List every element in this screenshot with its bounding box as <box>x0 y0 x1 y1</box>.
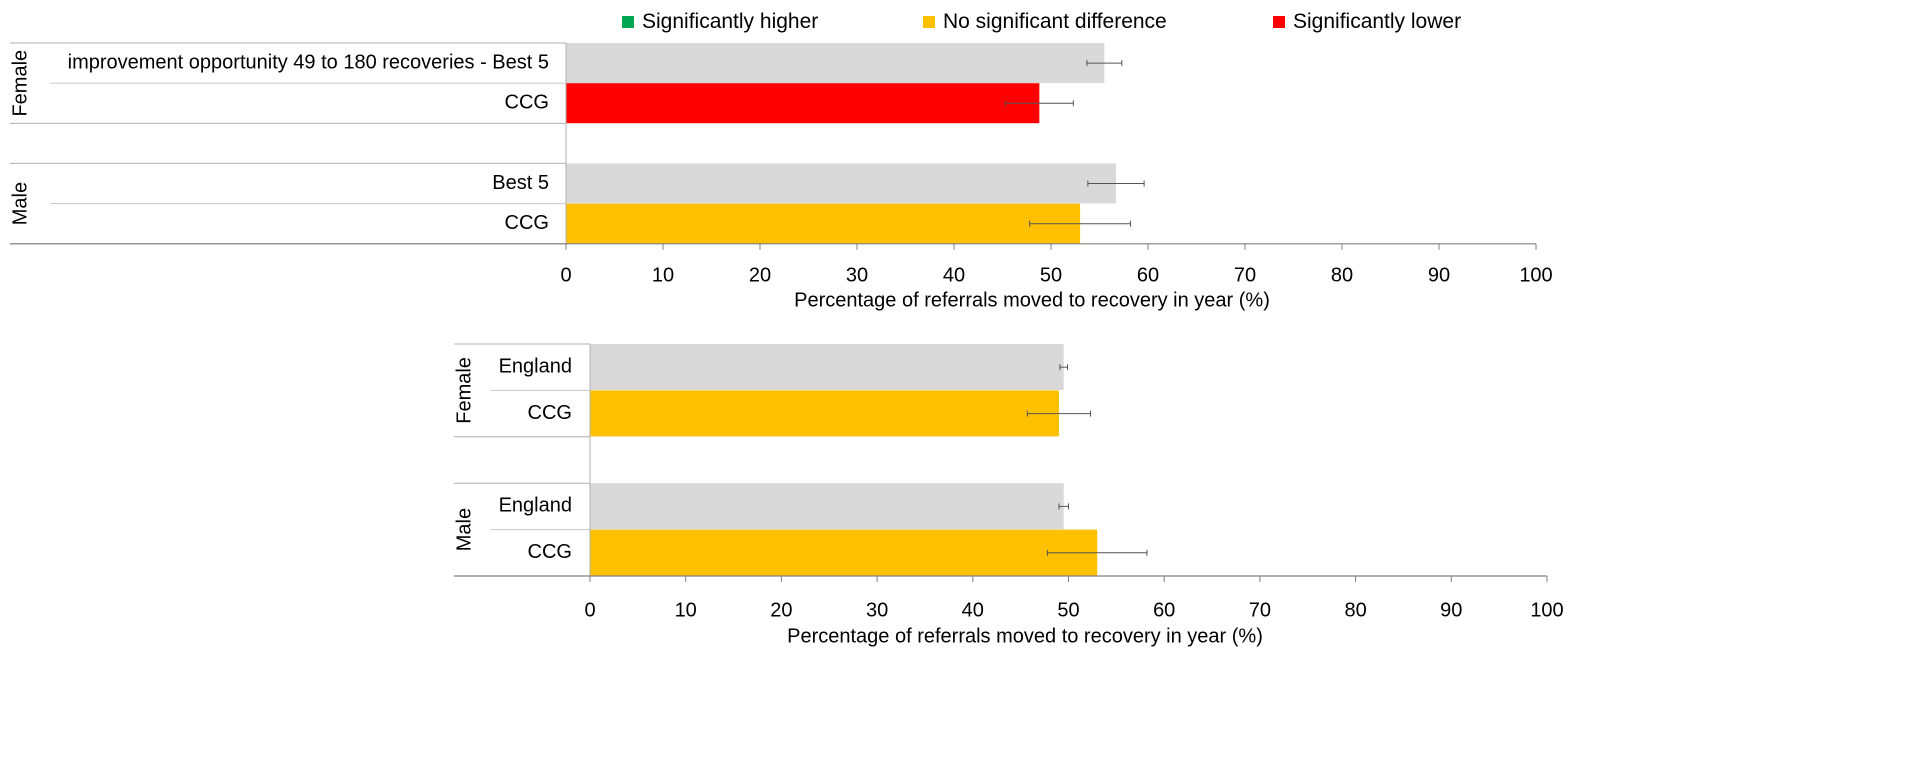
group-label-male: Male <box>453 508 475 551</box>
legend-label: No significant difference <box>943 10 1167 33</box>
x-tick-label: 20 <box>770 599 792 621</box>
x-tick-label: 10 <box>652 264 674 286</box>
x-tick-label: 0 <box>560 264 571 286</box>
x-tick-label: 100 <box>1519 264 1552 286</box>
category-label: CCG <box>505 212 549 234</box>
legend-swatch-amber <box>923 16 935 28</box>
x-tick-label: 40 <box>943 264 965 286</box>
legend-swatch-red <box>1273 16 1285 28</box>
bar-female-england <box>590 344 1064 390</box>
legend-item-no-significant-difference: No significant difference <box>923 10 1167 34</box>
x-tick-label: 60 <box>1137 264 1159 286</box>
x-axis-title: Percentage of referrals moved to recover… <box>794 289 1270 311</box>
category-label: Best 5 <box>492 172 549 194</box>
x-tick-label: 90 <box>1428 264 1450 286</box>
legend-label: Significantly lower <box>1293 10 1462 33</box>
category-label: CCG <box>528 402 572 424</box>
legend-label: Significantly higher <box>642 10 819 33</box>
x-tick-label: 70 <box>1249 599 1271 621</box>
bar-male-england <box>590 483 1064 530</box>
legend-item-significantly-higher: Significantly higher <box>622 10 818 34</box>
category-label: England <box>499 495 572 517</box>
group-label-female: Female <box>9 50 31 117</box>
category-label: improvement opportunity 49 to 180 recove… <box>68 51 549 73</box>
x-tick-label: 50 <box>1057 599 1079 621</box>
bar-female-ccg <box>566 83 1040 124</box>
bar-female-improvement-opportunity-49-to-180-recoveries-best-5 <box>566 43 1105 83</box>
x-tick-label: 20 <box>749 264 771 286</box>
x-tick-label: 80 <box>1331 264 1353 286</box>
legend-item-significantly-lower: Significantly lower <box>1273 10 1461 34</box>
x-tick-label: 0 <box>584 599 595 621</box>
x-tick-label: 40 <box>962 599 984 621</box>
x-tick-label: 10 <box>675 599 697 621</box>
bar-male-ccg <box>566 203 1081 244</box>
legend-swatch-green <box>622 16 634 28</box>
x-tick-label: 50 <box>1040 264 1062 286</box>
x-tick-label: 30 <box>866 599 888 621</box>
x-tick-label: 60 <box>1153 599 1175 621</box>
group-label-male: Male <box>9 182 31 225</box>
x-tick-label: 30 <box>846 264 868 286</box>
x-tick-label: 100 <box>1530 599 1563 621</box>
x-tick-label: 70 <box>1234 264 1256 286</box>
x-axis-title: Percentage of referrals moved to recover… <box>787 625 1263 647</box>
bar-female-ccg <box>590 390 1059 437</box>
group-label-female: Female <box>453 357 475 424</box>
category-label: CCG <box>505 92 549 114</box>
x-tick-label: 80 <box>1344 599 1366 621</box>
category-label: CCG <box>528 541 572 563</box>
category-label: England <box>499 355 572 377</box>
bar-male-best-5 <box>566 163 1116 204</box>
x-tick-label: 90 <box>1440 599 1462 621</box>
bar-male-ccg <box>590 529 1098 576</box>
